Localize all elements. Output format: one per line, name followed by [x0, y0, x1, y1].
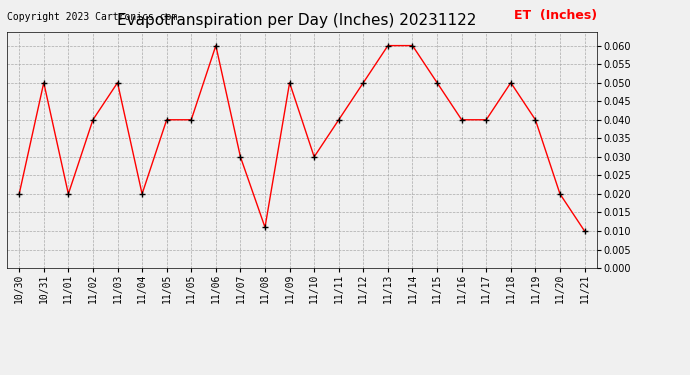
Text: Copyright 2023 Cartronics.com: Copyright 2023 Cartronics.com: [7, 12, 177, 22]
Text: Evapotranspiration per Day (Inches) 20231122: Evapotranspiration per Day (Inches) 2023…: [117, 13, 476, 28]
Text: ET  (Inches): ET (Inches): [514, 9, 597, 22]
